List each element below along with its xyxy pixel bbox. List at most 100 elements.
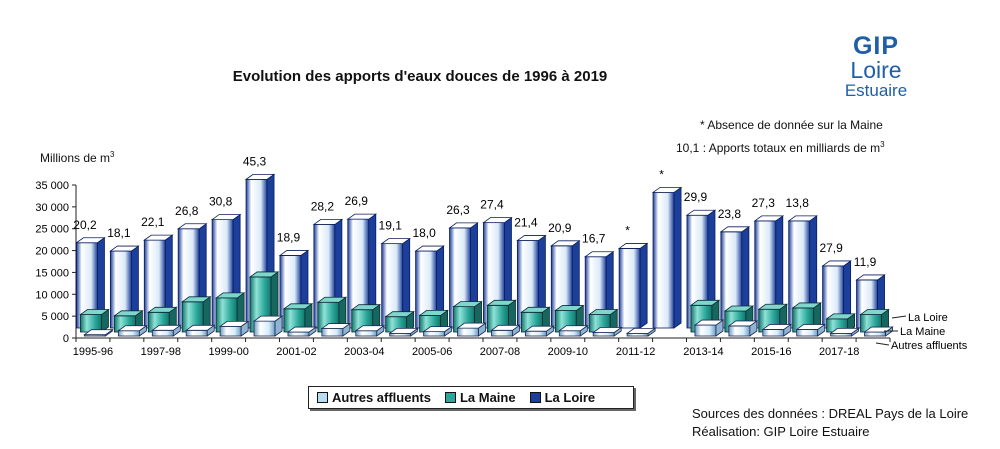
total-label: 26,8 — [175, 204, 199, 218]
legend-item-loire: La Loire — [529, 390, 595, 405]
autres-affluents-bar — [151, 324, 182, 337]
autres-affluents-bar-face — [354, 325, 386, 332]
total-label: 20,2 — [73, 218, 97, 232]
la-maine-bar-face — [587, 309, 619, 315]
legend-label-maine: La Maine — [459, 390, 516, 405]
logo-line-1: GIP — [852, 32, 900, 60]
la-loire-bar — [685, 209, 717, 329]
la-loire-bar-face — [448, 222, 479, 229]
autres-affluents-bar-face — [592, 332, 615, 337]
la-loire-bar-face — [380, 238, 411, 245]
la-maine-bar-face — [520, 306, 551, 313]
autres-affluents-bar-face — [864, 331, 886, 337]
series-end-label-autres: Autres affluents — [891, 340, 968, 352]
autres-affluents-bar-face — [796, 329, 819, 337]
la-loire-bar-face — [143, 234, 174, 241]
total-label: 18,1 — [107, 226, 131, 240]
autres-affluents-bar-face — [151, 329, 174, 337]
la-maine-bar — [79, 308, 110, 333]
autres-affluents-bar — [117, 324, 148, 337]
x-tick-label: 2005-06 — [412, 346, 452, 358]
la-maine-bar-face — [554, 305, 585, 311]
autres-affluents-bar — [761, 323, 793, 337]
chart-legend: Autres affluents La Maine La Loire — [308, 386, 634, 409]
total-label: 16,7 — [582, 232, 606, 246]
la-loire-bar — [75, 236, 106, 329]
series-end-label-loire: La Loire — [908, 312, 948, 324]
total-label: 27,9 — [819, 241, 843, 255]
legend-swatch-loire — [529, 392, 541, 403]
autres-affluents-bar — [591, 326, 623, 337]
gip-loire-estuaire-logo: GIP Loire Estuaire — [836, 32, 916, 100]
autres-affluents-bar — [795, 323, 826, 337]
autres-affluents-bar-face — [321, 328, 344, 337]
legend-label-autres: Autres affluents — [332, 390, 431, 405]
la-maine-bar-face — [859, 309, 890, 315]
la-maine-bar — [825, 313, 856, 333]
total-label: 13,8 — [786, 196, 810, 210]
la-loire-bar-face — [312, 218, 344, 225]
la-loire-bar-face — [855, 274, 886, 281]
autres-affluents-bar — [524, 325, 555, 337]
total-label: 19,1 — [379, 219, 403, 233]
x-tick-label: 2013-14 — [683, 346, 723, 358]
realisation-line: Réalisation: GIP Loire Estuaire — [692, 424, 870, 439]
la-loire-bar — [651, 186, 683, 329]
la-maine-bar-face — [791, 302, 822, 309]
la-loire-bar — [617, 242, 649, 329]
totals-note: 10,1 : Apports totaux en milliards de m3 — [676, 140, 885, 155]
x-tick-label: 1999-00 — [208, 346, 248, 358]
series-end-leader-autres — [875, 342, 890, 346]
autres-affluents-bar-face — [693, 319, 725, 326]
autres-affluents-bar-face — [253, 320, 276, 337]
autres-affluents-bar-face — [761, 324, 793, 330]
la-loire-bar-face — [244, 173, 276, 180]
chart-title: Evolution des apports d'eaux douces de 1… — [232, 68, 608, 85]
la-loire-bar-face — [821, 260, 852, 267]
la-loire-bar-face — [685, 209, 717, 216]
autres-affluents-bar-face — [490, 324, 521, 331]
x-tick-label: 2017-18 — [819, 346, 859, 358]
la-loire-bar-face — [75, 237, 106, 244]
la-maine-bar-face — [452, 301, 483, 308]
logo-line-3: Estuaire — [844, 81, 908, 100]
autres-affluents-bar-face — [524, 330, 547, 337]
y-tick-label: 20 000 — [35, 246, 69, 258]
legend-swatch-autres — [317, 392, 328, 403]
la-loire-bar-face — [651, 187, 683, 193]
la-maine-bar-face — [825, 313, 856, 320]
y-axis-unit-sup: 3 — [110, 150, 115, 159]
la-maine-bar-face — [79, 309, 110, 315]
autres-affluents-bar — [625, 327, 657, 337]
autres-affluents-bar-face — [422, 326, 453, 333]
autres-affluents-bar-face — [83, 329, 114, 336]
totals-note-text: 10,1 : Apports totaux en milliards de m — [676, 141, 881, 155]
autres-affluents-bar-face — [795, 324, 826, 330]
autres-affluents-bar-face — [456, 322, 487, 329]
y-tick-label: 25 000 — [35, 224, 69, 236]
la-loire-bar-face — [482, 217, 513, 224]
autres-affluents-bar-face — [423, 331, 446, 337]
total-label: 26,9 — [345, 194, 369, 208]
y-tick-label: 30 000 — [35, 202, 69, 214]
la-loire-bar — [109, 245, 140, 329]
la-maine-bar-face — [214, 292, 246, 299]
autres-affluents-bar-face — [184, 324, 216, 331]
x-tick-label: 2015-16 — [751, 346, 791, 358]
autres-affluents-bar-face — [219, 325, 242, 337]
x-tick-label: 2001-02 — [276, 346, 316, 358]
autres-affluents-bar — [693, 319, 725, 337]
autres-affluents-bar-face — [185, 329, 208, 337]
x-tick-label: 1995-96 — [73, 346, 113, 358]
la-loire-bar-face — [618, 248, 641, 329]
autres-affluents-bar — [354, 324, 386, 337]
autres-affluents-bar-face — [252, 315, 284, 322]
la-maine-bar-face — [316, 296, 348, 303]
y-tick-label: 0 — [63, 333, 69, 345]
autres-affluents-bar — [320, 322, 352, 337]
autres-affluents-bar-face — [355, 330, 378, 337]
autres-affluents-bar-face — [117, 330, 140, 337]
total-label: 18,9 — [277, 230, 301, 244]
la-loire-bar-face — [550, 240, 581, 247]
x-tick-label: 2011-12 — [616, 346, 656, 358]
